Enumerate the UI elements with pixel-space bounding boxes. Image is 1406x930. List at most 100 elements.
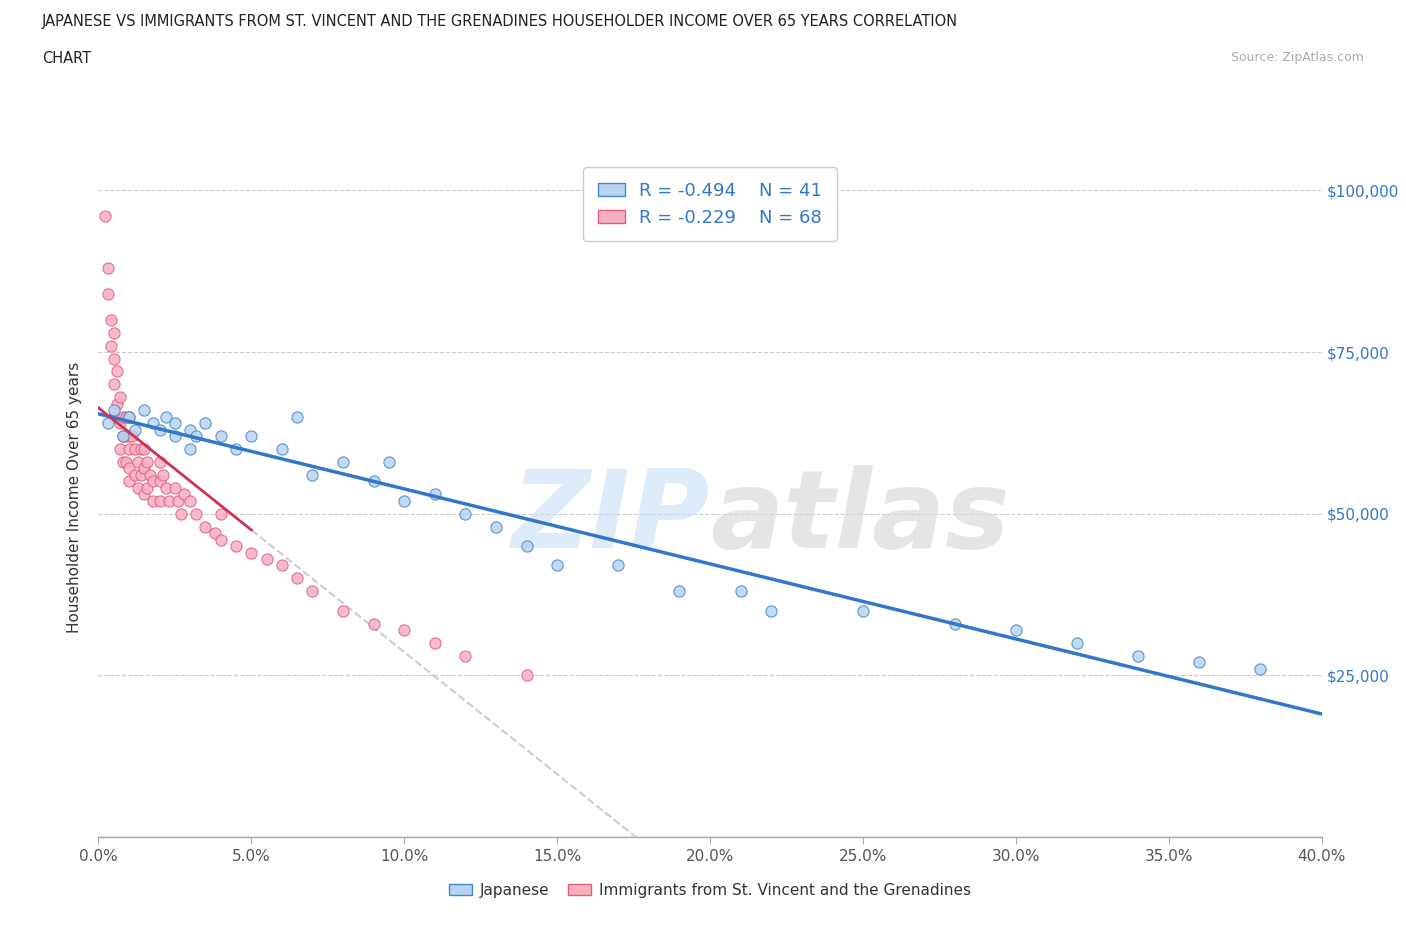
Point — [759, 604, 782, 618]
Point — [134, 442, 156, 457]
Point — [139, 468, 162, 483]
Point — [179, 422, 201, 437]
Point — [163, 481, 186, 496]
Point — [124, 422, 146, 437]
Point — [170, 506, 193, 521]
Point — [209, 532, 232, 547]
Point — [256, 551, 278, 566]
Point — [118, 442, 141, 457]
Point — [111, 429, 134, 444]
Point — [270, 442, 292, 457]
Point — [121, 429, 143, 444]
Point — [240, 545, 263, 560]
Point — [454, 648, 477, 663]
Point — [332, 604, 354, 618]
Text: atlas: atlas — [710, 465, 1010, 571]
Point — [186, 429, 208, 444]
Point — [546, 558, 568, 573]
Point — [225, 538, 247, 553]
Point — [97, 286, 120, 301]
Point — [301, 584, 323, 599]
Point — [124, 468, 146, 483]
Point — [118, 429, 141, 444]
Point — [225, 442, 247, 457]
Y-axis label: Householder Income Over 65 years: Householder Income Over 65 years — [67, 362, 83, 633]
Point — [134, 403, 156, 418]
Point — [118, 409, 141, 424]
Point — [155, 409, 177, 424]
Text: ZIP: ZIP — [512, 465, 710, 571]
Point — [108, 416, 131, 431]
Point — [167, 493, 190, 508]
Point — [516, 668, 538, 683]
Point — [1066, 635, 1088, 650]
Point — [115, 429, 138, 444]
Point — [127, 481, 149, 496]
Point — [363, 617, 385, 631]
Point — [118, 474, 141, 489]
Text: JAPANESE VS IMMIGRANTS FROM ST. VINCENT AND THE GRENADINES HOUSEHOLDER INCOME OV: JAPANESE VS IMMIGRANTS FROM ST. VINCENT … — [42, 14, 959, 29]
Point — [485, 519, 508, 534]
Point — [157, 493, 180, 508]
Point — [97, 260, 120, 275]
Point — [103, 403, 125, 418]
Point — [100, 339, 122, 353]
Point — [93, 209, 115, 224]
Point — [285, 571, 308, 586]
Point — [97, 416, 120, 431]
Point — [173, 487, 195, 502]
Point — [124, 442, 146, 457]
Point — [103, 326, 125, 340]
Point — [607, 558, 630, 573]
Point — [270, 558, 292, 573]
Point — [194, 416, 217, 431]
Point — [163, 429, 186, 444]
Point — [105, 364, 128, 379]
Point — [149, 493, 172, 508]
Point — [301, 468, 323, 483]
Point — [209, 506, 232, 521]
Point — [115, 409, 138, 424]
Point — [108, 390, 131, 405]
Point — [1128, 648, 1150, 663]
Point — [516, 538, 538, 553]
Point — [423, 635, 446, 650]
Point — [1004, 623, 1026, 638]
Point — [363, 474, 385, 489]
Point — [204, 525, 226, 540]
Point — [852, 604, 875, 618]
Point — [285, 409, 308, 424]
Point — [149, 474, 172, 489]
Point — [103, 377, 125, 392]
Point — [1249, 661, 1271, 676]
Point — [118, 409, 141, 424]
Point — [155, 481, 177, 496]
Point — [149, 455, 172, 470]
Point — [142, 493, 165, 508]
Point — [115, 455, 138, 470]
Point — [111, 409, 134, 424]
Point — [111, 455, 134, 470]
Point — [118, 461, 141, 476]
Point — [103, 409, 125, 424]
Point — [142, 474, 165, 489]
Point — [378, 455, 401, 470]
Point — [163, 416, 186, 431]
Point — [108, 442, 131, 457]
Point — [142, 416, 165, 431]
Legend: Japanese, Immigrants from St. Vincent and the Grenadines: Japanese, Immigrants from St. Vincent an… — [443, 877, 977, 904]
Point — [134, 487, 156, 502]
Point — [194, 519, 217, 534]
Point — [423, 487, 446, 502]
Point — [103, 352, 125, 366]
Point — [454, 506, 477, 521]
Point — [136, 481, 159, 496]
Point — [149, 422, 172, 437]
Point — [943, 617, 966, 631]
Point — [730, 584, 752, 599]
Point — [152, 468, 174, 483]
Point — [105, 396, 128, 411]
Point — [100, 312, 122, 327]
Point — [129, 442, 152, 457]
Point — [127, 455, 149, 470]
